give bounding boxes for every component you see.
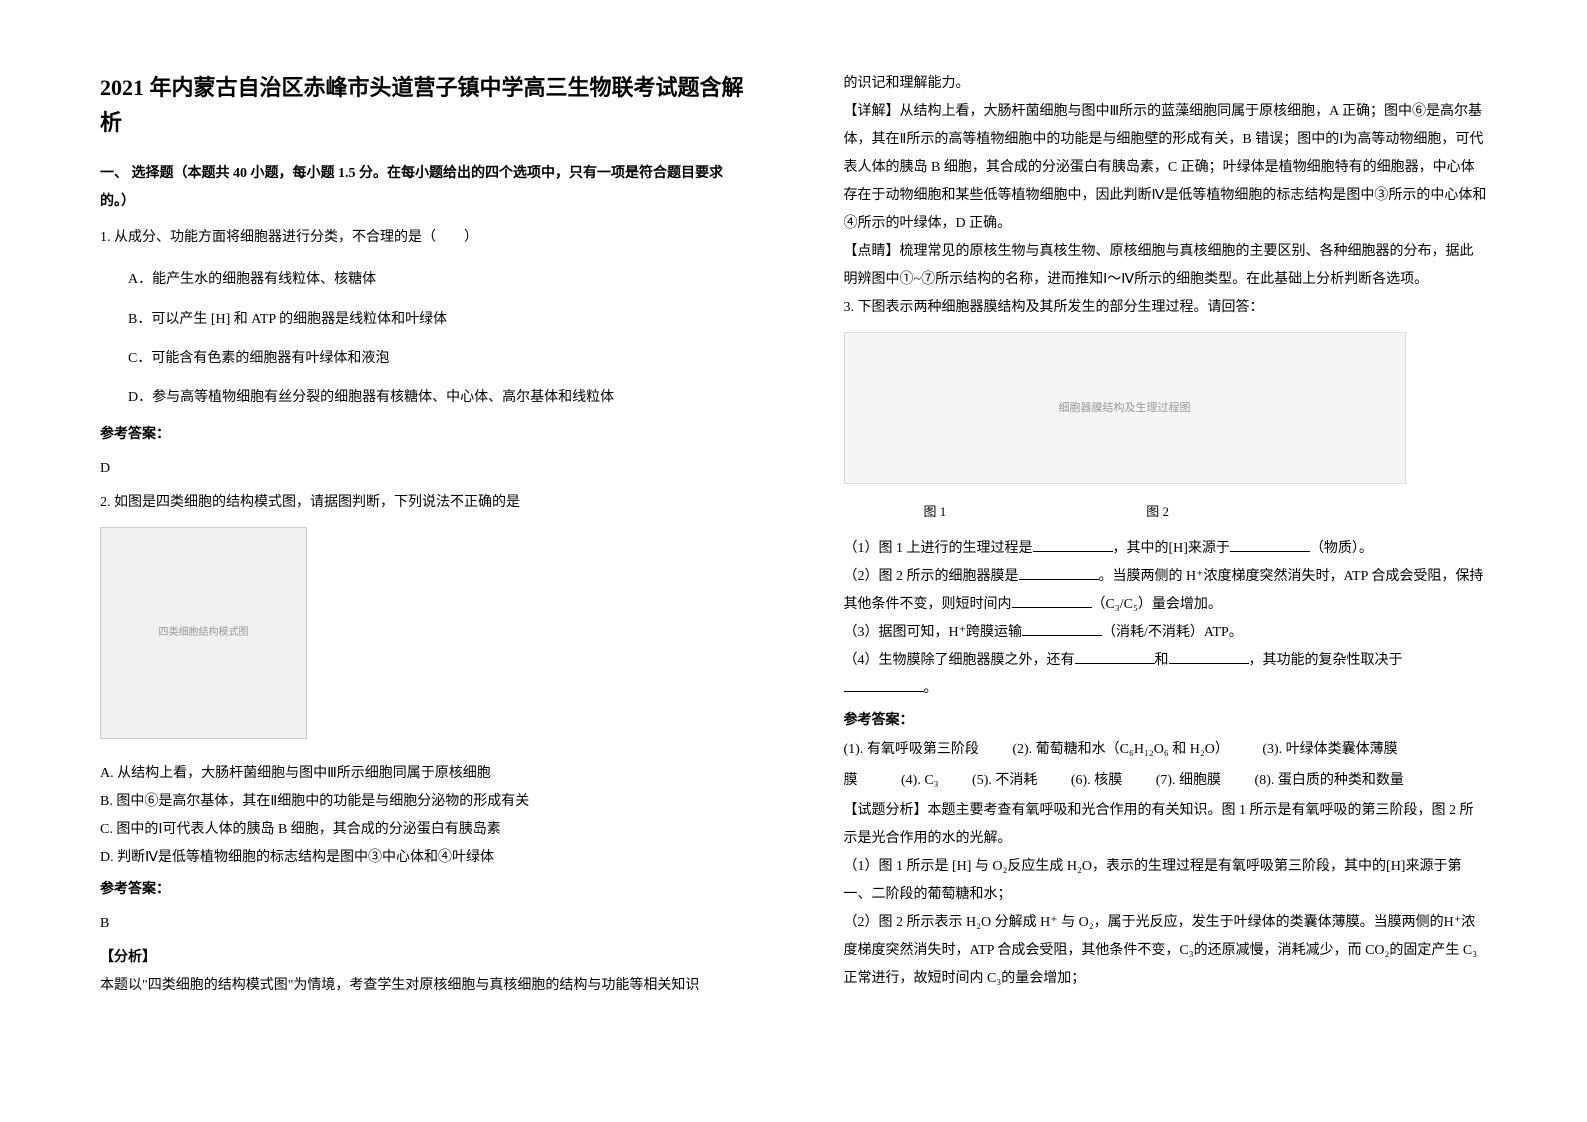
ans5: (5). 不消耗 xyxy=(972,766,1037,797)
ans8: (8). 蛋白质的种类和数量 xyxy=(1255,766,1404,797)
blank xyxy=(1033,535,1113,552)
q3-3a: （3）据图可知，H⁺跨膜运输 xyxy=(844,625,1023,640)
q1-stem: 1. 从成分、功能方面将细胞器进行分类，不合理的是（ ） xyxy=(100,224,744,252)
blank xyxy=(844,675,924,692)
q3-sub1: （1）图 1 上进行的生理过程是 ，其中的[H]来源于 （物质）。 xyxy=(844,535,1488,563)
q3-1c: （物质）。 xyxy=(1310,541,1373,556)
q3-answer-label: 参考答案： xyxy=(844,707,1488,735)
q2-analysis: 本题以"四类细胞的结构模式图"为情境，考查学生对原核细胞与真核细胞的结构与功能等… xyxy=(100,972,744,1000)
right-column: 的识记和理解能力。 【详解】从结构上看，大肠杆菌细胞与图中Ⅲ所示的蓝藻细胞同属于… xyxy=(794,0,1587,1122)
q3-sub4-cont: 。 xyxy=(844,675,1488,703)
blank xyxy=(1022,619,1102,636)
left-column: 2021 年内蒙古自治区赤峰市头道营子镇中学高三生物联考试题含解析 一、 选择题… xyxy=(0,0,794,1122)
q3-answers-row1: (1). 有氧呼吸第三阶段 (2). 葡萄糖和水（C₆H₁₂O₆ 和 H₂O） … xyxy=(844,735,1488,766)
q2-option-a: A. 从结构上看，大肠杆菌细胞与图中Ⅲ所示细胞同属于原核细胞 xyxy=(100,760,744,788)
q3-sub2: （2）图 2 所示的细胞器膜是。当膜两侧的 H⁺浓度梯度突然消失时，ATP 合成… xyxy=(844,563,1488,619)
right-p2: 【详解】从结构上看，大肠杆菌细胞与图中Ⅲ所示的蓝藻细胞同属于原核细胞，A 正确；… xyxy=(844,98,1488,238)
q3-4b: 和 xyxy=(1155,653,1169,668)
q1-option-a: A．能产生水的细胞器有线粒体、核糖体 xyxy=(100,260,744,299)
ans6: (6). 核膜 xyxy=(1071,766,1122,797)
q3-1b: ，其中的[H]来源于 xyxy=(1113,541,1230,556)
q3-stem: 3. 下图表示两种细胞器膜结构及其所发生的部分生理过程。请回答： xyxy=(844,294,1488,322)
q3-analysis2: （1）图 1 所示是 [H] 与 O₂反应生成 H₂O，表示的生理过程是有氧呼吸… xyxy=(844,853,1488,909)
q2-option-c: C. 图中的Ⅰ可代表人体的胰岛 B 细胞，其合成的分泌蛋白有胰岛素 xyxy=(100,816,744,844)
ans3-cont: 膜 xyxy=(844,773,858,788)
q3-answers-row2: 膜 (4). C₃ (5). 不消耗 (6). 核膜 (7). 细胞膜 (8).… xyxy=(844,766,1488,797)
q1-answer: D xyxy=(100,455,744,483)
q2-stem: 2. 如图是四类细胞的结构模式图，请据图判断，下列说法不正确的是 xyxy=(100,489,744,517)
ans4: (4). C₃ xyxy=(901,766,939,797)
q2-answer: B xyxy=(100,910,744,938)
q3-4a: （4）生物膜除了细胞器膜之外，还有 xyxy=(844,653,1075,668)
q2-option-b: B. 图中⑥是高尔基体，其在Ⅱ细胞中的功能是与细胞分泌物的形成有关 xyxy=(100,788,744,816)
q3-2a: （2）图 2 所示的细胞器膜是 xyxy=(844,569,1019,584)
q2-answer-label: 参考答案： xyxy=(100,876,744,904)
q3-analysis3: （2）图 2 所示表示 H₂O 分解成 H⁺ 与 O₂，属于光反应，发生于叶绿体… xyxy=(844,909,1488,993)
cell-structure-diagram xyxy=(100,527,307,739)
ans3: (3). 叶绿体类囊体薄膜 xyxy=(1262,735,1397,766)
q3-analysis1: 【试题分析】本题主要考查有氧呼吸和光合作用的有关知识。图 1 所示是有氧呼吸的第… xyxy=(844,797,1488,853)
ans7: (7). 细胞膜 xyxy=(1156,766,1221,797)
q3-diagram-container: 图 1 图 2 xyxy=(844,332,1488,525)
ans2: (2). 葡萄糖和水（C₆H₁₂O₆ 和 H₂O） xyxy=(1012,735,1229,766)
ans1: (1). 有氧呼吸第三阶段 xyxy=(844,735,979,766)
membrane-structure-diagram xyxy=(844,332,1406,484)
page-title: 2021 年内蒙古自治区赤峰市头道营子镇中学高三生物联考试题含解析 xyxy=(100,70,744,140)
right-p3: 【点睛】梳理常见的原核生物与真核生物、原核细胞与真核细胞的主要区别、各种细胞器的… xyxy=(844,238,1488,294)
blank xyxy=(1012,591,1092,608)
q1-option-c: C．可能含有色素的细胞器有叶绿体和液泡 xyxy=(100,339,744,378)
right-p1: 的识记和理解能力。 xyxy=(844,70,1488,98)
blank xyxy=(1230,535,1310,552)
q1-answer-label: 参考答案： xyxy=(100,421,744,449)
q2-option-d: D. 判断Ⅳ是低等植物细胞的标志结构是图中③中心体和④叶绿体 xyxy=(100,844,744,872)
blank xyxy=(1169,647,1249,664)
diagram-label-1: 图 1 xyxy=(924,499,947,525)
q3-4c: ，其功能的复杂性取决于 xyxy=(1249,653,1403,668)
q3-2c: （C₃/C₅）量会增加。 xyxy=(1092,597,1222,612)
q1-option-d: D．参与高等植物细胞有丝分裂的细胞器有核糖体、中心体、高尔基体和线粒体 xyxy=(100,378,744,417)
blank xyxy=(1019,563,1099,580)
q3-4d: 。 xyxy=(924,681,938,696)
diagram-label-2: 图 2 xyxy=(1146,499,1169,525)
q3-1a: （1）图 1 上进行的生理过程是 xyxy=(844,541,1033,556)
q3-sub4: （4）生物膜除了细胞器膜之外，还有 和 ，其功能的复杂性取决于 xyxy=(844,647,1488,675)
q3-3b: （消耗/不消耗）ATP。 xyxy=(1102,625,1243,640)
q3-sub3: （3）据图可知，H⁺跨膜运输 （消耗/不消耗）ATP。 xyxy=(844,619,1488,647)
section-heading: 一、 选择题（本题共 40 小题，每小题 1.5 分。在每小题给出的四个选项中，… xyxy=(100,160,744,216)
q2-analysis-label: 【分析】 xyxy=(100,944,744,972)
diagram-labels: 图 1 图 2 xyxy=(844,499,1404,525)
blank xyxy=(1075,647,1155,664)
q1-option-b: B．可以产生 [H] 和 ATP 的细胞器是线粒体和叶绿体 xyxy=(100,300,744,339)
q2-diagram-container xyxy=(100,527,744,750)
